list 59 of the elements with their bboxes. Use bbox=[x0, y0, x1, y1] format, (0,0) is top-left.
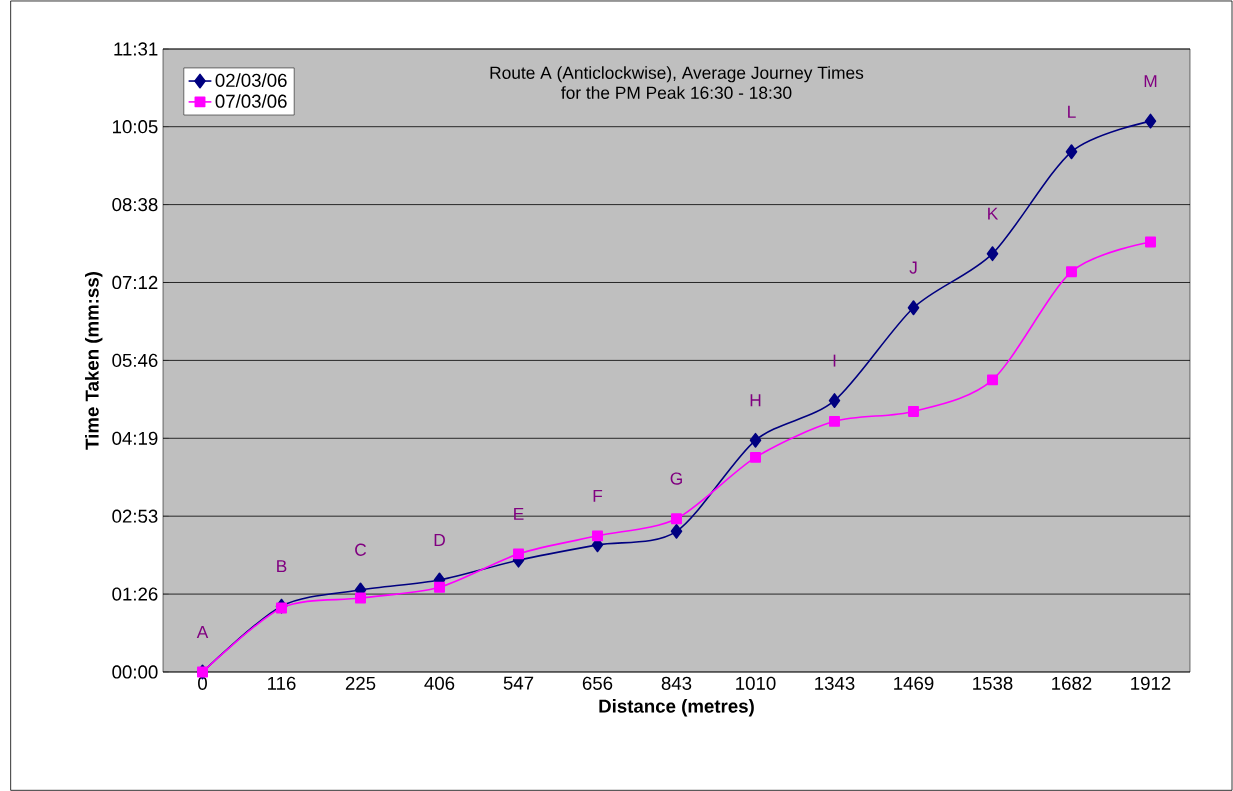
y-tick-label: 11:31 bbox=[114, 42, 158, 56]
point bbox=[986, 246, 999, 262]
y-tick-label: 10:05 bbox=[113, 120, 158, 134]
annotation: E bbox=[514, 507, 524, 520]
x-tick-label: 116 bbox=[268, 676, 296, 690]
point bbox=[592, 530, 603, 542]
point bbox=[276, 602, 287, 614]
point bbox=[750, 451, 761, 463]
annotation: K bbox=[988, 207, 999, 220]
annotation: A bbox=[196, 626, 209, 638]
y-tick-label: 04:19 bbox=[112, 431, 158, 445]
annotation: C bbox=[355, 543, 367, 556]
annotation: D bbox=[434, 534, 445, 546]
x-axis-title: Distance (metres) bbox=[599, 699, 754, 717]
annotation: H bbox=[750, 394, 761, 407]
legend-label: 07/03/06 bbox=[215, 94, 287, 108]
y-tick-label: 00:00 bbox=[112, 665, 158, 679]
text: for the PM Peak 16:30 - 18:30 bbox=[561, 86, 792, 99]
y-tick-label: 02:53 bbox=[112, 509, 158, 523]
annotation: G bbox=[670, 472, 682, 485]
point bbox=[434, 581, 445, 593]
x-tick-label: 1682 bbox=[1052, 676, 1092, 690]
y-tick-label: 05:46 bbox=[112, 353, 158, 368]
y-tick-label: 08:38 bbox=[112, 197, 158, 212]
point bbox=[987, 374, 998, 386]
annotation: J bbox=[909, 261, 917, 274]
x-tick-label: 656 bbox=[582, 676, 613, 690]
point bbox=[513, 548, 524, 560]
x-tick-label: 547 bbox=[503, 676, 534, 690]
point bbox=[670, 523, 683, 539]
annotation: I bbox=[833, 354, 836, 367]
x-tick-label: 1469 bbox=[894, 676, 934, 690]
annotation: M bbox=[1144, 75, 1157, 88]
point bbox=[749, 432, 762, 448]
x-tick-label: 225 bbox=[345, 676, 376, 690]
point bbox=[908, 405, 919, 417]
point bbox=[671, 513, 682, 525]
point bbox=[829, 415, 840, 427]
text: Route A (Anticlockwise), Average Journey Times bbox=[490, 66, 864, 83]
x-tick-label: 843 bbox=[661, 676, 692, 690]
annotation: L bbox=[1068, 105, 1076, 118]
annotation: F bbox=[593, 489, 603, 502]
point bbox=[1144, 113, 1157, 129]
x-tick-label: 1343 bbox=[815, 676, 855, 690]
annotation: B bbox=[277, 560, 287, 573]
point bbox=[1145, 236, 1156, 248]
x-tick-label: 1912 bbox=[1131, 676, 1171, 690]
point bbox=[828, 393, 841, 409]
point bbox=[355, 592, 366, 604]
x-tick-label: 1010 bbox=[736, 676, 776, 690]
y-tick-label: 07:12 bbox=[112, 275, 158, 290]
y-tick-label: 01:26 bbox=[112, 587, 158, 601]
point bbox=[1065, 144, 1078, 160]
point bbox=[907, 300, 920, 316]
legend-label: 02/03/06 bbox=[215, 73, 287, 87]
x-tick-label: 1538 bbox=[973, 676, 1013, 690]
x-tick-label: 406 bbox=[424, 676, 455, 690]
y-axis-title: Time Taken (mm:ss) bbox=[85, 272, 103, 450]
point bbox=[1066, 266, 1077, 278]
